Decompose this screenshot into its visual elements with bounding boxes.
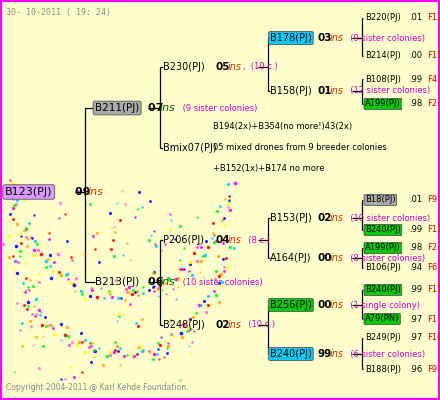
Text: ins: ins <box>228 320 242 330</box>
Text: F9: F9 <box>427 364 437 374</box>
Text: B108(PJ): B108(PJ) <box>365 74 401 84</box>
Text: (9 sister colonies): (9 sister colonies) <box>180 104 257 112</box>
Text: (10 sister colonies): (10 sister colonies) <box>345 214 430 222</box>
Text: .00: .00 <box>409 52 422 60</box>
Text: (9 sister colonies): (9 sister colonies) <box>345 34 425 42</box>
Text: (1 single colony): (1 single colony) <box>345 300 420 310</box>
Text: B240(PJ): B240(PJ) <box>365 226 401 234</box>
Text: .99: .99 <box>409 286 422 294</box>
Text: 05: 05 <box>215 62 230 72</box>
Text: (10 c.): (10 c.) <box>243 320 275 330</box>
Text: A199(PJ): A199(PJ) <box>365 100 401 108</box>
Text: ins: ins <box>228 62 242 72</box>
Text: 07: 07 <box>148 103 167 113</box>
Text: .01: .01 <box>409 14 422 22</box>
Text: 05 mixed drones from 9 breeder colonies: 05 mixed drones from 9 breeder colonies <box>213 144 387 152</box>
Text: B213(PJ): B213(PJ) <box>95 277 139 287</box>
Text: 99: 99 <box>318 349 332 359</box>
Text: Bmix07(PJ): Bmix07(PJ) <box>163 143 216 153</box>
Text: ins: ins <box>330 349 344 359</box>
Text: F12: F12 <box>427 14 440 22</box>
Text: B18(PJ): B18(PJ) <box>365 196 396 204</box>
Text: B106(PJ): B106(PJ) <box>365 264 401 272</box>
Text: F11: F11 <box>427 226 440 234</box>
Text: B211(PJ): B211(PJ) <box>95 103 139 113</box>
Text: ins: ins <box>330 300 344 310</box>
Text: B240(PJ): B240(PJ) <box>365 286 401 294</box>
Text: B194(2x)+B354(no more!)43(2x): B194(2x)+B354(no more!)43(2x) <box>213 122 352 130</box>
Text: F4: F4 <box>427 74 437 84</box>
Text: B123(PJ): B123(PJ) <box>5 187 52 197</box>
Text: ins: ins <box>330 33 344 43</box>
Text: 00: 00 <box>318 253 333 263</box>
Text: (12 sister colonies): (12 sister colonies) <box>345 86 430 96</box>
Text: B256(PJ): B256(PJ) <box>270 300 312 310</box>
Text: .97: .97 <box>409 314 422 324</box>
Text: ins: ins <box>160 277 176 287</box>
Text: B220(PJ): B220(PJ) <box>365 14 401 22</box>
Text: B240(PJ): B240(PJ) <box>270 349 312 359</box>
Text: B153(PJ): B153(PJ) <box>270 213 312 223</box>
Text: ins: ins <box>330 213 344 223</box>
Text: .99: .99 <box>409 74 422 84</box>
Text: B214(PJ): B214(PJ) <box>365 52 401 60</box>
Text: ins: ins <box>330 86 344 96</box>
Text: .96: .96 <box>409 364 422 374</box>
Text: .98: .98 <box>409 100 422 108</box>
Text: F2: F2 <box>427 100 437 108</box>
Text: B158(PJ): B158(PJ) <box>270 86 312 96</box>
Text: .01: .01 <box>409 196 422 204</box>
Text: (8 c.): (8 c.) <box>243 236 270 244</box>
Text: F2: F2 <box>427 244 437 252</box>
Text: .98: .98 <box>409 244 422 252</box>
Text: 02: 02 <box>318 213 333 223</box>
Text: 04: 04 <box>215 235 230 245</box>
Text: 30- 10-2011 ( 19: 24): 30- 10-2011 ( 19: 24) <box>6 8 111 17</box>
Text: B188(PJ): B188(PJ) <box>365 364 401 374</box>
Text: B178(PJ): B178(PJ) <box>270 33 312 43</box>
Text: +B152(1x)+B174 no more: +B152(1x)+B174 no more <box>213 164 324 172</box>
Text: 01: 01 <box>318 86 333 96</box>
Text: B230(PJ): B230(PJ) <box>163 62 205 72</box>
Text: A199(PJ): A199(PJ) <box>365 244 401 252</box>
Text: F6: F6 <box>427 264 437 272</box>
Text: ins: ins <box>160 103 176 113</box>
Text: A79(PN): A79(PN) <box>365 314 400 324</box>
Text: A164(PJ): A164(PJ) <box>270 253 312 263</box>
Text: ins: ins <box>88 187 104 197</box>
Text: B248(PJ): B248(PJ) <box>163 320 205 330</box>
Text: F11: F11 <box>427 52 440 60</box>
Text: F9: F9 <box>427 196 437 204</box>
Text: F1: F1 <box>427 314 437 324</box>
Text: F11: F11 <box>427 286 440 294</box>
Text: 03: 03 <box>318 33 333 43</box>
Text: ins: ins <box>228 235 242 245</box>
Text: F10: F10 <box>427 334 440 342</box>
Text: B249(PJ): B249(PJ) <box>365 334 401 342</box>
Text: ,  (10 c.): , (10 c.) <box>243 62 278 72</box>
Text: 06: 06 <box>148 277 167 287</box>
Text: .94: .94 <box>409 264 422 272</box>
Text: .99: .99 <box>409 226 422 234</box>
Text: 00: 00 <box>318 300 333 310</box>
Text: Copyright 2004-2011 @ Karl Kehde Foundation.: Copyright 2004-2011 @ Karl Kehde Foundat… <box>6 383 188 392</box>
Text: (10 sister colonies): (10 sister colonies) <box>180 278 263 286</box>
Text: (8 sister colonies): (8 sister colonies) <box>345 254 425 262</box>
Text: 02: 02 <box>215 320 230 330</box>
Text: (6 sister colonies): (6 sister colonies) <box>345 350 425 358</box>
Text: .97: .97 <box>409 334 422 342</box>
Text: P206(PJ): P206(PJ) <box>163 235 204 245</box>
Text: ins: ins <box>330 253 344 263</box>
Text: 09: 09 <box>75 187 94 197</box>
